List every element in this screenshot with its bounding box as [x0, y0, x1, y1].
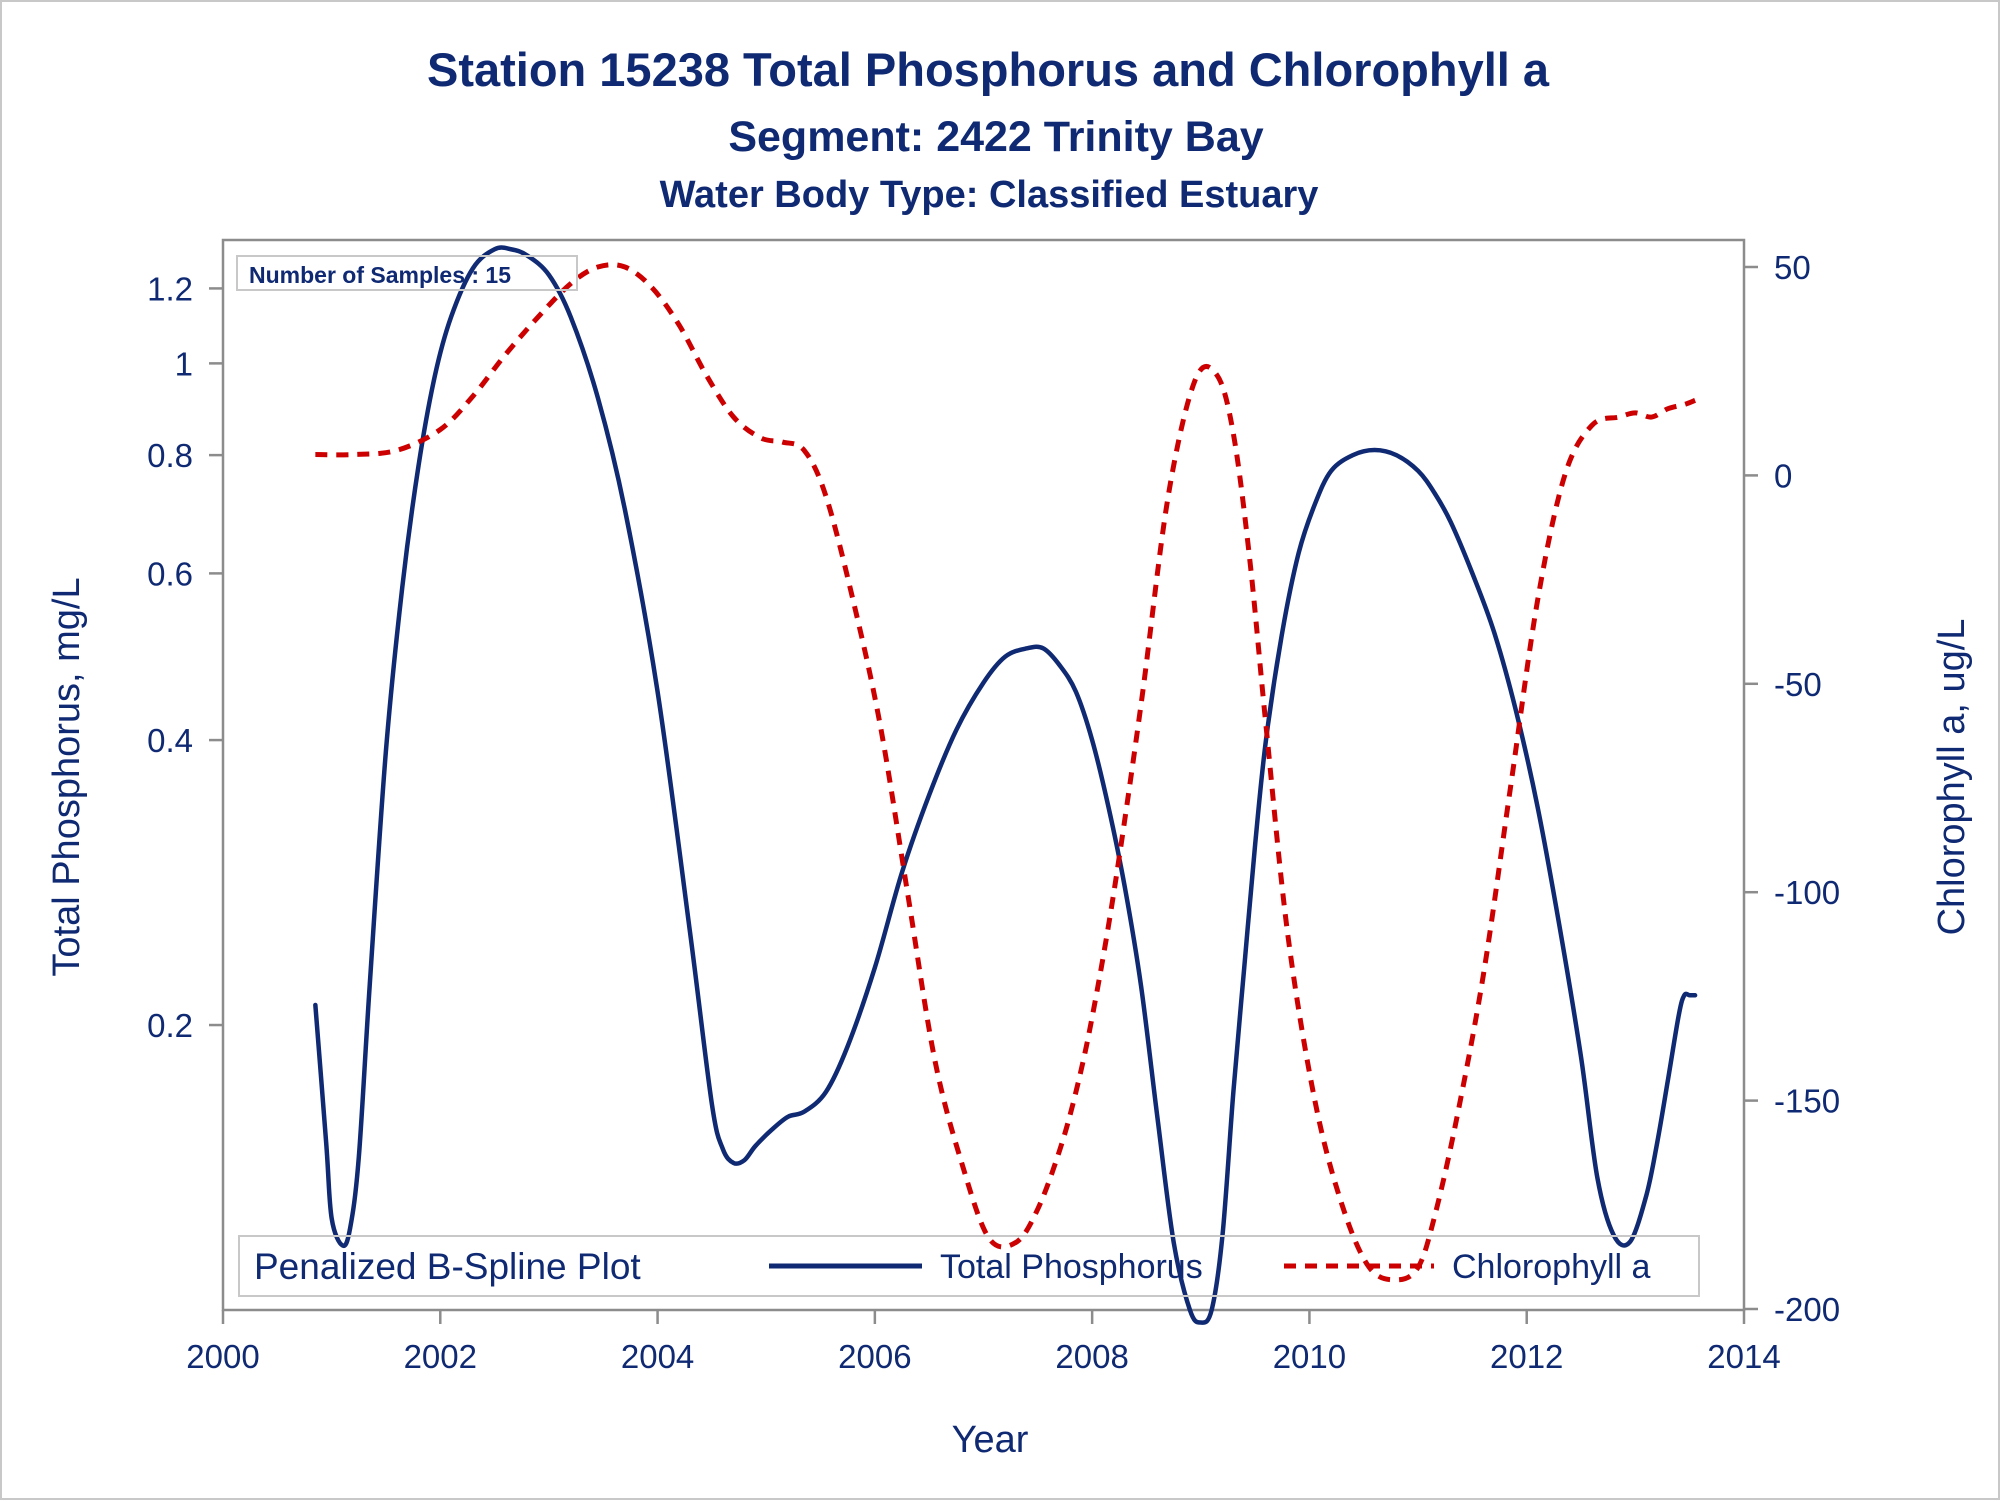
legend: Penalized B-Spline Plot Total Phosphorus… — [238, 1235, 1700, 1297]
series-line-total-phosphorus — [313, 245, 1698, 1325]
y-left-tick-label: 0.2 — [147, 1007, 193, 1044]
y-left-tick-label: 0.6 — [147, 555, 193, 592]
y-right-tick-label: -150 — [1774, 1083, 1840, 1120]
chart-subtitle: Segment: 2422 Trinity Bay — [728, 113, 1263, 161]
legend-box — [238, 1235, 1700, 1297]
y-axis-label-left: Total Phosphorus, mg/L — [46, 577, 88, 976]
y-axis-right: -200 -150 -100 -50 0 50 — [1744, 249, 1840, 1328]
series-line-chlorophyll-a — [315, 262, 1697, 1283]
y-axis-label-right: Chlorophyll a, ug/L — [1931, 619, 1973, 936]
y-right-tick-label: 50 — [1774, 249, 1811, 286]
legend-label-total-phosphorus: Total Phosphorus — [940, 1248, 1203, 1286]
chart-title: Station 15238 Total Phosphorus and Chlor… — [427, 43, 1550, 96]
chart-subtitle-2: Water Body Type: Classified Estuary — [660, 174, 1319, 216]
x-tick-label: 2008 — [1055, 1338, 1128, 1375]
sample-count-box — [236, 255, 578, 291]
y-right-tick-label: -200 — [1774, 1291, 1840, 1328]
x-tick-label: 2000 — [186, 1338, 259, 1375]
x-tick-label: 2004 — [621, 1338, 694, 1375]
y-right-tick-label: -100 — [1774, 874, 1840, 911]
y-axis-left: 0.2 0.4 0.6 0.8 1 1.2 — [147, 270, 223, 1044]
x-tick-label: 2010 — [1273, 1338, 1346, 1375]
y-left-tick-label: 0.4 — [147, 722, 193, 759]
y-right-tick-label: -50 — [1774, 666, 1822, 703]
y-left-tick-label: 0.8 — [147, 437, 193, 474]
x-tick-label: 2014 — [1707, 1338, 1780, 1375]
legend-title: Penalized B-Spline Plot — [254, 1246, 641, 1287]
legend-label-chlorophyll-a: Chlorophyll a — [1452, 1248, 1651, 1286]
x-axis-label: Year — [952, 1419, 1029, 1461]
sample-count-text: Number of Samples : 15 — [249, 262, 511, 288]
y-left-tick-label: 1.2 — [147, 270, 193, 307]
x-tick-label: 2012 — [1490, 1338, 1563, 1375]
series-layer — [313, 245, 1698, 1325]
x-tick-label: 2002 — [404, 1338, 477, 1375]
y-left-tick-label: 1 — [175, 345, 193, 382]
x-axis: 2000 2002 2004 2006 2008 2010 2012 2014 — [186, 1310, 1781, 1375]
y-right-tick-label: 0 — [1774, 457, 1792, 494]
sample-count-inset: Number of Samples : 15 — [236, 255, 578, 291]
plot-area — [221, 238, 1746, 1312]
x-tick-label: 2006 — [838, 1338, 911, 1375]
